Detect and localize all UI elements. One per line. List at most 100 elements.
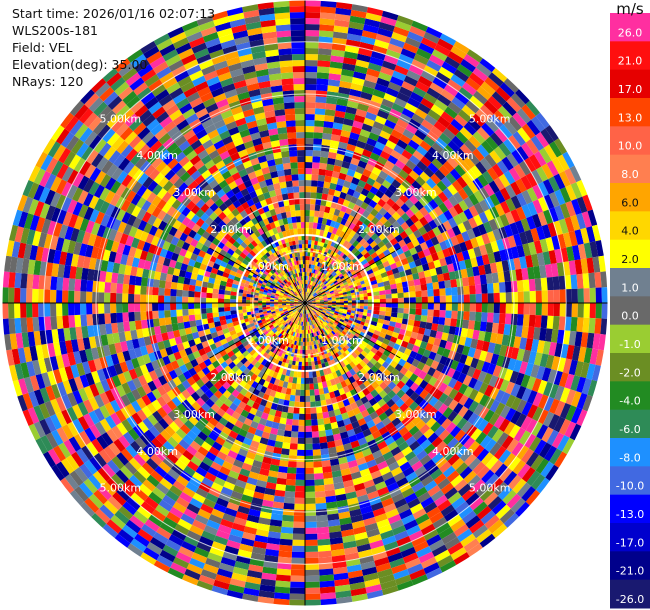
sweep-cell (320, 337, 325, 343)
sweep-cell (290, 290, 294, 294)
sweep-cell (363, 299, 368, 303)
sweep-cell (316, 322, 320, 327)
sweep-cell (297, 345, 301, 350)
sweep-cell (450, 318, 458, 327)
sweep-cell (293, 515, 305, 522)
sweep-cell (312, 282, 316, 287)
sweep-cell (373, 303, 380, 307)
sweep-cell (352, 328, 358, 333)
sweep-cell (313, 314, 317, 319)
sweep-cell (315, 90, 328, 98)
sweep-cell (451, 295, 458, 303)
sweep-cell (270, 293, 276, 297)
sweep-cell (279, 266, 284, 272)
sweep-cell (301, 309, 303, 314)
sweep-cell (286, 298, 291, 300)
sweep-cell (298, 313, 302, 317)
sweep-cell (292, 323, 296, 328)
sweep-cell (367, 299, 372, 303)
sweep-cell (313, 132, 323, 139)
sweep-cell (326, 294, 332, 297)
sweep-cell (421, 290, 428, 297)
sweep-cell (326, 311, 331, 314)
sweep-cell (206, 287, 214, 294)
sweep-cell (257, 347, 263, 353)
sweep-cell (332, 251, 338, 257)
sweep-cell (320, 313, 325, 317)
sweep-cell (317, 335, 321, 340)
sweep-cell (275, 345, 280, 351)
sweep-cell (493, 303, 500, 314)
sweep-cell (363, 309, 368, 313)
sweep-cell (129, 275, 137, 286)
sweep-cell (305, 413, 312, 420)
sweep-cell (301, 268, 304, 273)
sweep-cell (238, 303, 243, 307)
sweep-cell (439, 310, 446, 318)
sweep-cell (298, 303, 303, 305)
sweep-cell (335, 299, 340, 302)
sweep-cell (242, 312, 248, 317)
sweep-cell (280, 324, 285, 329)
sweep-cell (298, 260, 301, 265)
sweep-cell (337, 322, 343, 327)
sweep-cell (289, 326, 293, 331)
sweep-cell (356, 337, 362, 343)
sweep-cell (296, 320, 300, 325)
sweep-cell (408, 285, 416, 292)
sweep-cell (297, 156, 305, 163)
sweep-cell (308, 284, 310, 289)
sweep-cell (333, 357, 339, 363)
sweep-cell (338, 334, 343, 340)
sweep-cell (277, 337, 282, 343)
sweep-cell (238, 309, 243, 314)
sweep-cell (326, 318, 331, 323)
sweep-cell (300, 337, 304, 342)
sweep-cell (346, 290, 351, 295)
sweep-cell (290, 331, 294, 336)
sweep-cell (230, 306, 237, 311)
sweep-cell (278, 249, 283, 254)
sweep-cell (339, 257, 345, 263)
sweep-cell (260, 275, 266, 280)
sweep-cell (332, 315, 337, 319)
sweep-cell (285, 324, 290, 329)
sweep-cell (279, 293, 284, 296)
sweep-cell (305, 288, 307, 293)
sweep-cell (311, 304, 316, 307)
sweep-cell (293, 292, 298, 296)
sweep-cell (468, 276, 476, 286)
sweep-cell (259, 337, 265, 343)
sweep-cell (297, 150, 305, 157)
sweep-cell (267, 279, 273, 284)
sweep-cell (278, 298, 283, 301)
sweep-cell (314, 327, 318, 332)
sweep-cell (359, 305, 364, 310)
sweep-cell (324, 321, 328, 325)
sweep-cell (305, 485, 315, 492)
sweep-cell (265, 252, 271, 258)
sweep-cell (293, 273, 297, 278)
sweep-cell (262, 352, 268, 358)
sweep-cell (362, 286, 367, 291)
sweep-cell (300, 297, 303, 301)
sweep-cell (265, 348, 271, 354)
sweep-cell (273, 266, 278, 271)
sweep-cell (170, 295, 177, 303)
sweep-cell (323, 417, 331, 425)
sweep-cell (122, 293, 129, 303)
sweep-cell (342, 346, 348, 352)
sweep-cell (348, 317, 354, 322)
sweep-cell (293, 293, 297, 297)
sweep-cell (363, 303, 368, 307)
sweep-cell (164, 317, 172, 326)
sweep-cell (334, 292, 339, 295)
sweep-cell (317, 321, 321, 326)
sweep-cell (338, 310, 344, 314)
sweep-cell (241, 279, 247, 284)
sweep-cell (338, 320, 344, 325)
sweep-cell (281, 256, 286, 262)
sweep-cell (316, 284, 320, 289)
sweep-cell (290, 299, 295, 302)
sweep-cell (331, 296, 336, 299)
